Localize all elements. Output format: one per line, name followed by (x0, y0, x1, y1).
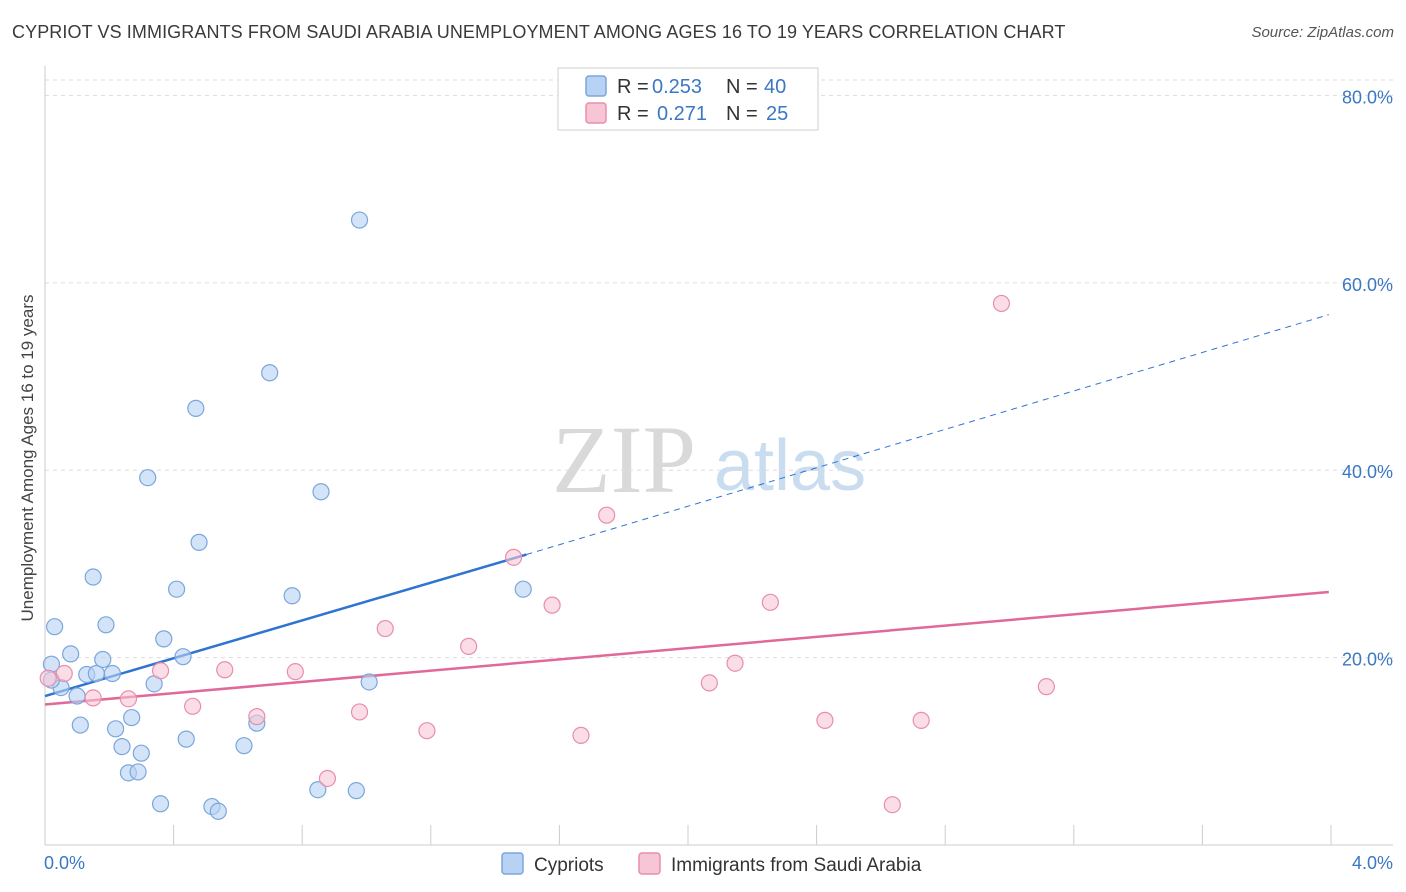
cypriots-point (209, 802, 227, 820)
cypriots-point (312, 483, 330, 501)
saudi-point (318, 769, 337, 788)
legend-swatch-cypriots (585, 75, 607, 97)
saudi-point (119, 690, 138, 708)
legend-swatch-saudi (585, 102, 607, 124)
cypriots-point (129, 763, 147, 781)
cypriots-point (177, 730, 195, 748)
y-tick-label: 60.0% (1342, 275, 1393, 295)
saudi-point (376, 619, 394, 638)
cypriots-point (113, 738, 131, 756)
cypriots-point (71, 716, 89, 734)
legend-r-value-1: 0.253 (652, 76, 702, 98)
legend-r-label-2: R = (617, 103, 649, 125)
cypriots-point (167, 580, 186, 598)
data-points (39, 211, 1055, 820)
saudi-point (55, 664, 73, 683)
cypriots-point (68, 687, 86, 705)
cypriots-point (94, 650, 112, 669)
saudi-point (543, 596, 561, 614)
saudi-point (726, 654, 744, 672)
watermark-zip: ZIP (552, 406, 696, 513)
saudi-trend-line (44, 590, 1329, 706)
saudi-point (504, 548, 523, 566)
cypriots-point (283, 587, 301, 605)
watermark-atlas: atlas (714, 426, 866, 506)
legend-n-value-1: 40 (764, 76, 786, 98)
saudi-point (286, 663, 304, 681)
tick-labels: 20.0% 40.0% 60.0% 80.0% 0.0% 4.0% (44, 87, 1393, 873)
cypriots-point (350, 211, 369, 229)
y-tick-label: 80.0% (1342, 87, 1393, 107)
saudi-point (572, 726, 590, 744)
series-legend-label-cypriots: Cypriots (534, 855, 604, 876)
saudi-point (598, 506, 616, 524)
saudi-point (761, 593, 779, 611)
cypriots-point (103, 664, 122, 683)
stats-legend: R = 0.253 N = 40 R = 0.271 N = 25 (557, 67, 819, 131)
saudi-point (248, 708, 266, 726)
saudi-point (460, 637, 478, 655)
legend-n-label-2: N = (726, 103, 758, 125)
cypriots-point (97, 616, 115, 634)
saudi-point (1037, 678, 1055, 696)
cypriots-point (174, 648, 192, 666)
saudi-point (883, 796, 901, 814)
y-tick-label: 40.0% (1342, 462, 1393, 482)
cypriots-point (84, 568, 102, 586)
cypriots-point (132, 744, 150, 762)
cypriots-point (155, 630, 173, 648)
saudi-point (216, 661, 234, 679)
cypriots-point (309, 781, 327, 799)
axes (44, 66, 1393, 846)
cypriots-trend-line (44, 553, 527, 698)
cypriots-point (261, 364, 279, 382)
cypriots-point (235, 737, 253, 755)
cypriots-point (123, 708, 141, 727)
cypriots-point (139, 469, 157, 487)
trend-lines (44, 314, 1329, 706)
saudi-point (418, 722, 436, 740)
chart-title: CYPRIOT VS IMMIGRANTS FROM SAUDI ARABIA … (12, 22, 1066, 42)
saudi-point (39, 669, 57, 687)
grid (45, 79, 1393, 659)
cypriots-point (107, 720, 125, 738)
legend-r-value-2: 0.271 (657, 103, 707, 125)
cypriots-point (46, 618, 64, 636)
saudi-point (700, 674, 718, 692)
legend-n-label-1: N = (726, 76, 758, 98)
chart-source: Source: ZipAtlas.com (1251, 24, 1394, 41)
cypriots-point (360, 673, 378, 691)
cypriots-point (190, 533, 208, 551)
saudi-point (350, 703, 369, 721)
saudi-point (151, 662, 170, 680)
cypriots-trend-extension (526, 314, 1329, 556)
cypriots-point (514, 580, 532, 598)
cypriots-point (347, 782, 365, 800)
cypriots-point (62, 645, 80, 663)
legend-n-value-2: 25 (766, 103, 788, 125)
saudi-point (992, 294, 1011, 313)
saudi-point (816, 711, 834, 729)
cypriots-point (151, 795, 170, 813)
saudi-point (184, 697, 202, 715)
x-tick-label: 0.0% (44, 853, 85, 873)
series-legend-swatch-cypriots (501, 852, 524, 875)
legend-r-label-1: R = (617, 76, 649, 98)
x-tick-label: 4.0% (1352, 853, 1393, 873)
cypriots-point (187, 399, 205, 417)
series-legend-swatch-saudi (638, 852, 661, 875)
saudi-point (912, 711, 930, 729)
series-legend: Cypriots Immigrants from Saudi Arabia (501, 852, 922, 876)
saudi-point (84, 689, 102, 707)
y-tick-label: 20.0% (1342, 650, 1393, 670)
series-legend-label-saudi: Immigrants from Saudi Arabia (671, 855, 922, 876)
